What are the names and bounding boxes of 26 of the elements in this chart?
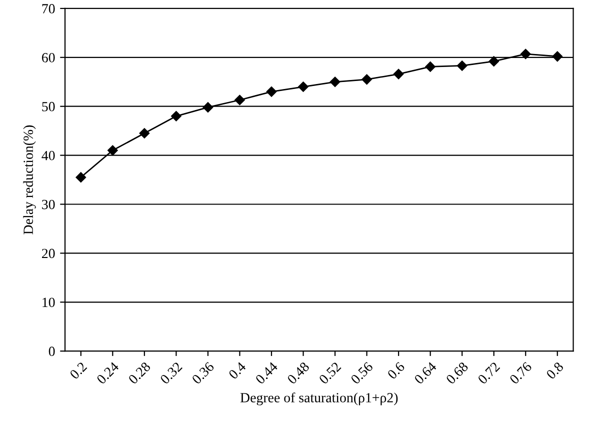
x-tick-label: 0.32 bbox=[160, 362, 183, 385]
x-tick-label: 0.68 bbox=[446, 361, 469, 385]
x-tick-label: 0.64 bbox=[414, 361, 438, 385]
x-tick-label: 0.24 bbox=[96, 361, 120, 385]
x-tick-label: 0.44 bbox=[254, 361, 278, 385]
y-tick-label: 10 bbox=[42, 298, 55, 308]
x-tick-label: 0.56 bbox=[350, 361, 374, 385]
y-tick-label: 20 bbox=[42, 248, 55, 258]
x-tick-label: 0.4 bbox=[228, 361, 247, 380]
y-axis-title: Delay reduction(%) bbox=[23, 125, 36, 234]
x-tick-label: 0.6 bbox=[386, 361, 406, 380]
x-tick-label: 0.76 bbox=[509, 361, 532, 385]
y-tick-label: 50 bbox=[42, 102, 55, 112]
x-tick-label: 0.28 bbox=[128, 361, 152, 385]
y-tick-label: 30 bbox=[42, 200, 55, 210]
x-axis-title: Degree of saturation(ρ1+ρ2) bbox=[240, 392, 398, 406]
x-tick-label: 0.72 bbox=[477, 362, 500, 385]
y-tick-label: 0 bbox=[48, 346, 55, 356]
x-tick-label: 0.2 bbox=[69, 362, 88, 380]
x-tick-label: 0.36 bbox=[191, 361, 215, 385]
y-tick-label: 40 bbox=[42, 150, 55, 160]
y-tick-label: 70 bbox=[42, 4, 55, 14]
x-tick-label: 0.48 bbox=[286, 361, 310, 385]
x-tick-label: 0.8 bbox=[546, 361, 564, 380]
x-tick-label: 0.52 bbox=[318, 362, 342, 385]
y-tick-label: 60 bbox=[42, 52, 55, 62]
